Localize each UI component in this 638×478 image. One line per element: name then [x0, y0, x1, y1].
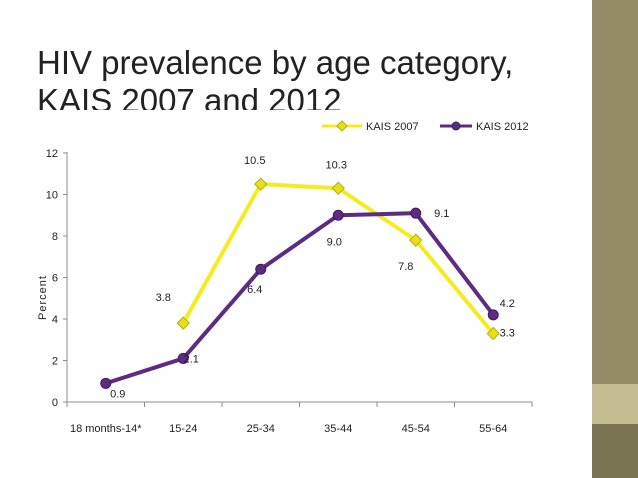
kais-2007-point	[486, 326, 500, 341]
kais-2007-data-label: 10.3	[326, 159, 347, 171]
series-markers	[100, 177, 500, 389]
slide-title: HIV prevalence by age category, KAIS 200…	[37, 44, 577, 120]
y-tick-label: 8	[52, 231, 58, 243]
y-tick-label: 6	[52, 273, 58, 285]
chart-legend: KAIS 2007 KAIS 2012	[322, 120, 529, 133]
x-tick-label: 45-54	[402, 423, 430, 435]
kais-2012-data-label: 9.1	[434, 208, 449, 220]
legend-label-kais-2007: KAIS 2007	[366, 121, 419, 133]
sidebar-accent-dark	[592, 424, 638, 478]
x-tick-label: 55-64	[479, 423, 507, 435]
chart-axes: 0 2 4 6 8 10 12 18 months-14* 15-24 25-34 35-44 45-…	[37, 148, 533, 435]
kais-2007-point	[409, 233, 423, 247]
kais-2007-data-label: 3.8	[156, 292, 171, 304]
prevalence-line-chart: 0 2 4 6 8 10 12 18 months-14* 15-24 25-34 35-44 45-…	[37, 120, 533, 435]
kais-2007-point	[331, 181, 345, 195]
kais-2007-data-label: 3.3	[500, 328, 515, 340]
kais-2012-point	[487, 309, 499, 321]
kais-2007-data-label: 7.8	[398, 261, 413, 273]
kais-2007-data-label: 10.5	[244, 155, 265, 167]
chart-panel	[32, 110, 566, 448]
x-tick-label: 18 months-14*	[70, 423, 142, 435]
legend-label-kais-2012: KAIS 2012	[476, 121, 529, 133]
y-tick-label: 10	[46, 190, 58, 202]
kais-2012-data-label: 9.0	[327, 236, 342, 248]
y-tick-label: 0	[52, 397, 58, 409]
y-axis-title: Percent	[37, 275, 49, 320]
legend-marker-kais-2007	[336, 120, 348, 132]
y-tick-label: 4	[52, 314, 58, 326]
kais-2012-point	[100, 377, 112, 389]
kais-2012-point	[410, 207, 422, 219]
data-labels: 3.8 10.5 10.3 7.8 3.3 0.9 2.1 6.4 9.0 9.1 4.2	[110, 155, 515, 400]
x-tick-label: 25-34	[247, 423, 275, 435]
sidebar-accent-light	[592, 384, 638, 424]
kais-2012-data-label: 0.9	[110, 388, 125, 400]
y-tick-label: 2	[52, 356, 58, 368]
y-tick-label: 12	[46, 148, 58, 160]
kais-2012-data-label: 2.1	[184, 353, 199, 365]
kais-2007-point	[176, 316, 190, 330]
x-tick-label: 15-24	[169, 423, 197, 435]
title-line-1: HIV prevalence by age category,	[37, 44, 514, 82]
kais-2007-point	[254, 177, 268, 191]
kais-2012-point	[177, 352, 189, 364]
kais-2012-data-label: 6.4	[247, 284, 262, 296]
kais-2012-point	[332, 209, 344, 221]
kais-2012-point	[255, 263, 267, 275]
x-tick-label: 35-44	[324, 423, 352, 435]
series-line-kais-2012	[105, 211, 495, 386]
series-line-kais-2007	[181, 182, 495, 335]
legend-marker-kais-2012	[451, 121, 461, 131]
kais-2012-data-label: 4.2	[500, 298, 515, 310]
